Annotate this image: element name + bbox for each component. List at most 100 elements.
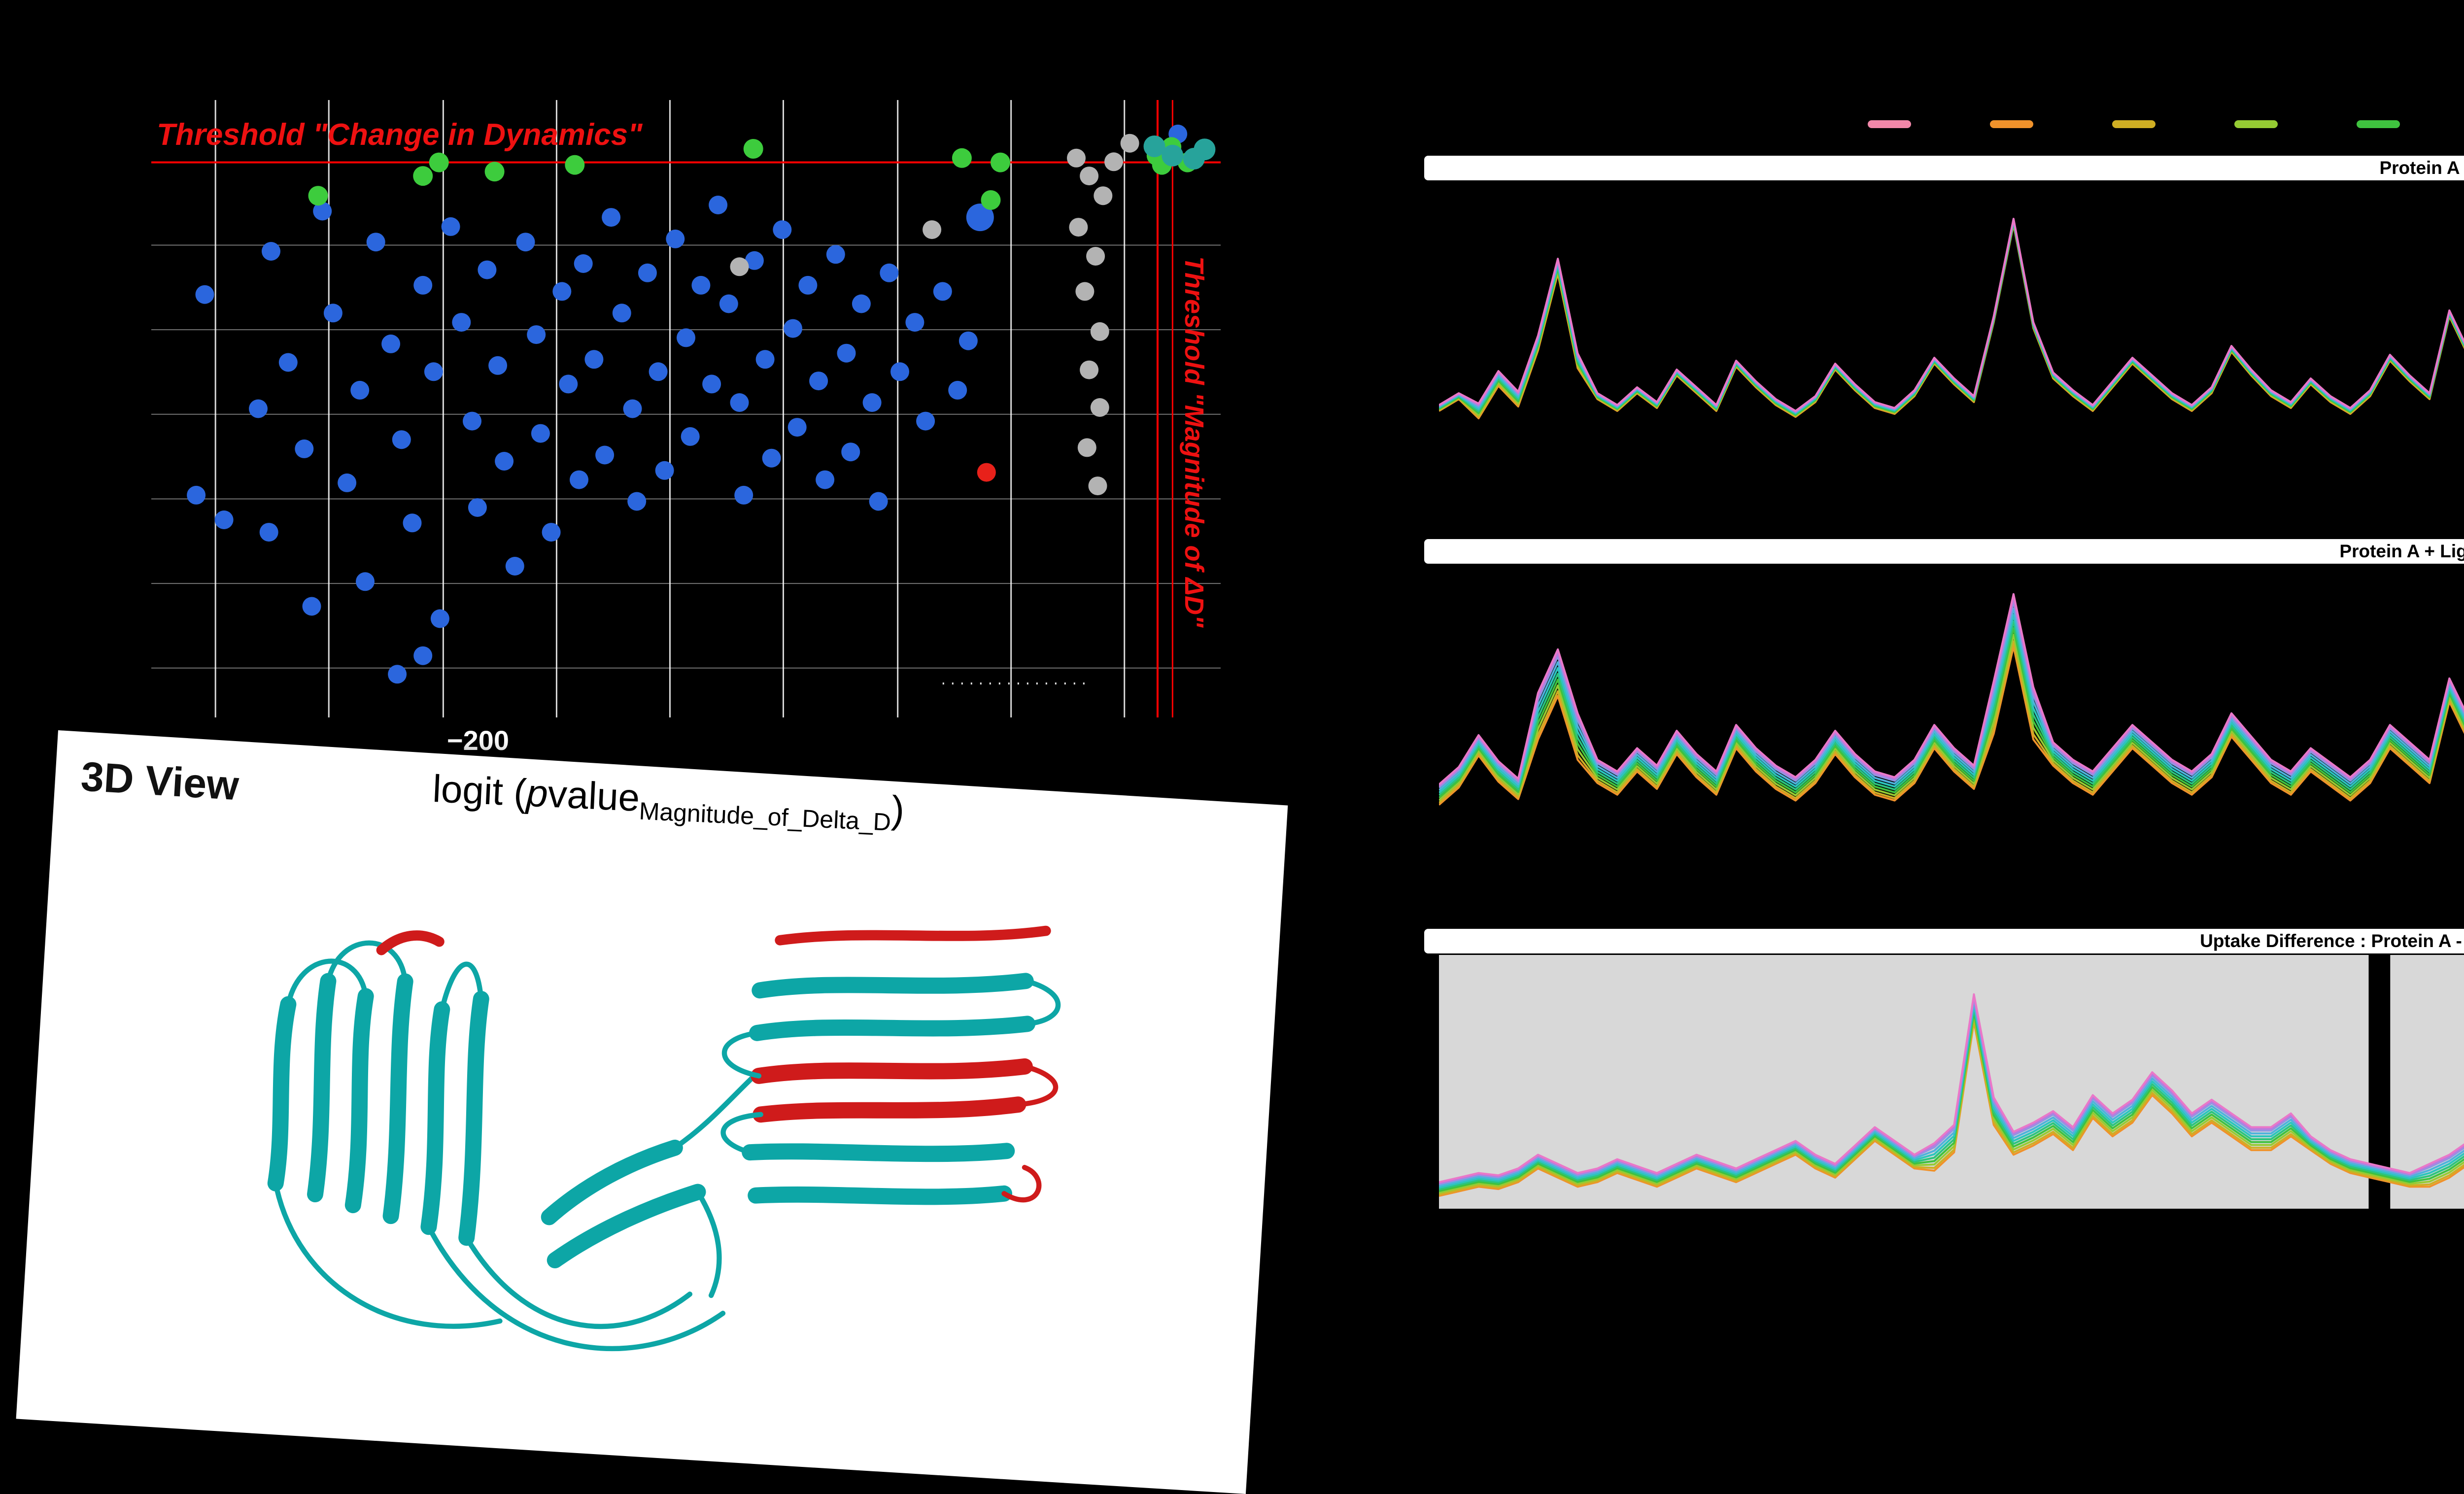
- peptide-point-not-significant[interactable]: [649, 362, 668, 381]
- peptide-point-significant-change[interactable]: [743, 139, 763, 159]
- uptake-chart-protein-a-ligand[interactable]: [1439, 567, 2464, 882]
- peptide-point-not-significant[interactable]: [595, 445, 615, 465]
- peptide-point-not-significant[interactable]: [468, 498, 487, 517]
- peptide-point-not-significant[interactable]: [681, 427, 700, 446]
- peptide-point-not-significant[interactable]: [958, 331, 978, 350]
- peptide-point-not-significant[interactable]: [531, 424, 550, 443]
- peptide-point-not-significant[interactable]: [709, 196, 728, 214]
- peptide-point-magnitude-only[interactable]: [1075, 282, 1095, 301]
- peptide-point-not-significant[interactable]: [666, 229, 685, 248]
- peptide-point-significant-change[interactable]: [308, 186, 328, 206]
- peptide-point-not-significant[interactable]: [837, 343, 856, 363]
- peptide-point-not-significant[interactable]: [880, 263, 899, 282]
- uptake-line[interactable]: [1439, 1001, 2464, 1196]
- peptide-point-not-significant[interactable]: [826, 245, 845, 264]
- peptide-point-not-significant[interactable]: [730, 393, 749, 412]
- peptide-point-magnitude-only[interactable]: [1090, 398, 1109, 417]
- peptide-point-not-significant[interactable]: [366, 233, 385, 252]
- uptake-line[interactable]: [1439, 218, 2464, 412]
- peptide-point-magnitude-only[interactable]: [1086, 247, 1105, 266]
- peptide-point-magnitude-only[interactable]: [1104, 152, 1123, 171]
- peptide-point-magnitude-only[interactable]: [1077, 438, 1096, 457]
- peptide-point-not-significant[interactable]: [413, 275, 433, 295]
- peptide-point-not-significant[interactable]: [356, 572, 375, 591]
- uptake-line[interactable]: [1439, 1020, 2464, 1202]
- uptake-line[interactable]: [1439, 596, 2464, 796]
- peptide-point-not-significant[interactable]: [755, 350, 775, 369]
- uptake-line[interactable]: [1439, 1018, 2464, 1201]
- peptide-point-not-significant[interactable]: [734, 485, 753, 505]
- peptide-point-not-significant[interactable]: [195, 285, 214, 304]
- peptide-point-not-significant[interactable]: [852, 294, 871, 313]
- peptide-point-not-significant[interactable]: [773, 220, 792, 239]
- peptide-point-not-significant[interactable]: [890, 362, 909, 381]
- panel-title-protein-a[interactable]: Protein A: [1424, 156, 2464, 180]
- volcano-plot-panel[interactable]: [151, 100, 1221, 717]
- peptide-point-not-significant[interactable]: [452, 313, 471, 332]
- peptide-point-not-significant[interactable]: [249, 399, 268, 418]
- uptake-line[interactable]: [1439, 223, 2464, 441]
- peptide-point-significant-change[interactable]: [413, 166, 433, 186]
- peptide-point-magnitude-only[interactable]: [1080, 360, 1099, 379]
- peptide-point-magnitude-only[interactable]: [923, 220, 942, 239]
- peptide-point-magnitude-only[interactable]: [1090, 322, 1109, 341]
- peptide-point-not-significant[interactable]: [430, 609, 449, 628]
- peptide-point-not-significant[interactable]: [413, 646, 433, 665]
- peptide-point-magnitude-only[interactable]: [1080, 167, 1099, 186]
- peptide-point-not-significant[interactable]: [905, 313, 924, 332]
- legend-timepoint-dash[interactable]: [2112, 120, 2156, 128]
- peptide-point-magnitude-only[interactable]: [1067, 148, 1086, 168]
- peptide-point-not-significant[interactable]: [478, 260, 497, 279]
- peptide-point-not-significant[interactable]: [516, 233, 535, 252]
- peptide-point-not-significant[interactable]: [574, 254, 593, 273]
- peptide-point-significant-change[interactable]: [952, 148, 972, 168]
- legend-timepoint-dash[interactable]: [2357, 120, 2400, 128]
- peptide-point-not-significant[interactable]: [745, 251, 764, 270]
- peptide-point-not-significant[interactable]: [403, 513, 422, 533]
- peptide-point-not-significant[interactable]: [655, 461, 674, 480]
- peptide-point-not-significant[interactable]: [809, 372, 828, 391]
- panel-title-uptake-difference[interactable]: Uptake Difference : Protein A - (Protein…: [1424, 929, 2464, 953]
- peptide-point-not-significant[interactable]: [262, 242, 280, 261]
- peptide-point-not-significant[interactable]: [627, 492, 647, 511]
- uptake-chart-protein-a[interactable]: [1439, 182, 2464, 503]
- peptide-point-not-significant[interactable]: [392, 430, 411, 449]
- peptide-point-not-significant[interactable]: [488, 356, 508, 375]
- peptide-point-selected[interactable]: [977, 463, 996, 482]
- uptake-line[interactable]: [1439, 635, 2464, 824]
- peptide-point-magnitude-only[interactable]: [1088, 476, 1107, 496]
- uptake-line[interactable]: [1439, 567, 2464, 785]
- peptide-point-significant-change[interactable]: [981, 190, 1001, 210]
- uptake-line[interactable]: [1439, 1011, 2464, 1199]
- uptake-line[interactable]: [1439, 627, 2464, 816]
- uptake-line[interactable]: [1439, 607, 2464, 799]
- peptide-point-magnitude-only[interactable]: [730, 257, 749, 276]
- peptide-point-not-significant[interactable]: [816, 470, 835, 489]
- legend-timepoint-dash[interactable]: [1990, 120, 2033, 128]
- peptide-point-not-significant[interactable]: [463, 411, 481, 431]
- peptide-point-not-significant[interactable]: [278, 353, 298, 372]
- peptide-point-not-significant[interactable]: [691, 275, 711, 295]
- peptide-point-not-significant[interactable]: [338, 473, 357, 492]
- peptide-point-not-significant[interactable]: [638, 263, 657, 282]
- uptake-line[interactable]: [1439, 616, 2464, 806]
- peptide-point-not-significant[interactable]: [612, 304, 631, 323]
- uptake-line[interactable]: [1439, 1008, 2464, 1198]
- uptake-line[interactable]: [1439, 224, 2464, 446]
- peptide-point-highlight-cluster[interactable]: [1162, 144, 1184, 167]
- peptide-point-not-significant[interactable]: [302, 597, 321, 616]
- peptide-point-magnitude-only[interactable]: [1069, 218, 1088, 237]
- peptide-point-highlight-cluster[interactable]: [1183, 148, 1205, 170]
- peptide-point-not-significant[interactable]: [527, 325, 546, 344]
- peptide-point-not-significant[interactable]: [542, 523, 561, 542]
- volcano-scatter-chart[interactable]: [151, 100, 1221, 717]
- peptide-point-not-significant[interactable]: [798, 275, 818, 295]
- uptake-line[interactable]: [1439, 1015, 2464, 1200]
- uptake-line[interactable]: [1439, 576, 2464, 791]
- uptake-line[interactable]: [1439, 221, 2464, 428]
- peptide-point-not-significant[interactable]: [933, 282, 952, 301]
- peptide-point-not-significant[interactable]: [841, 442, 860, 462]
- peptide-point-significant-change[interactable]: [484, 162, 505, 182]
- peptide-point-significant-change[interactable]: [565, 155, 585, 175]
- peptide-point-highlight-cluster[interactable]: [1143, 136, 1165, 157]
